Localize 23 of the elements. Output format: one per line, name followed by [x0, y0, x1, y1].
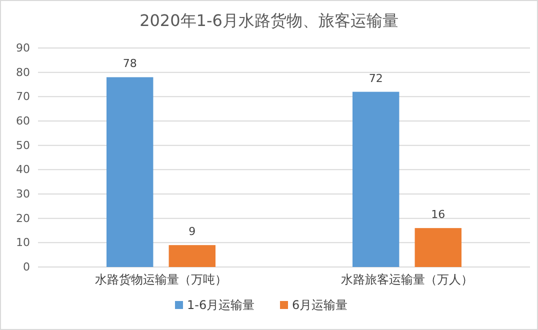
y-tick-label: 20	[16, 212, 30, 225]
bar	[414, 228, 462, 267]
data-label: 72	[368, 72, 383, 85]
y-tick-label: 30	[16, 188, 30, 201]
data-label: 9	[188, 225, 196, 238]
legend-label: 6月运输量	[292, 298, 348, 312]
y-tick-label: 80	[16, 66, 30, 79]
bar	[106, 77, 154, 267]
y-tick-label: 50	[16, 138, 30, 152]
y-tick-label: 40	[16, 163, 30, 176]
x-tick-label: 水路货物运输量（万吨）	[95, 272, 227, 287]
x-tick-label: 水路旅客运输量（万人）	[341, 272, 473, 287]
y-tick-label: 90	[16, 42, 30, 55]
data-label: 78	[122, 57, 137, 70]
legend-label: 1-6月运输量	[187, 298, 255, 312]
bar	[352, 92, 400, 267]
y-tick-label: 60	[16, 114, 30, 128]
y-tick-label: 0	[23, 260, 30, 274]
chart-title: 2020年1-6月水路货物、旅客运输量	[140, 11, 398, 30]
y-tick-label: 10	[16, 236, 30, 250]
data-label: 16	[431, 208, 446, 222]
bar	[168, 245, 216, 267]
y-tick-label: 70	[16, 90, 30, 104]
